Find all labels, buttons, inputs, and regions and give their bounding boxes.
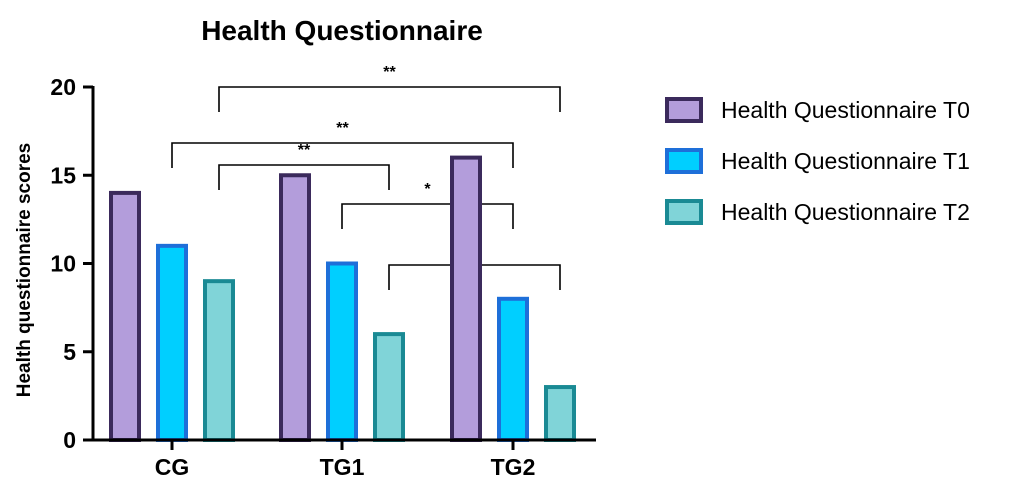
legend-label-t2: Health Questionnaire T2 xyxy=(721,199,970,225)
significance-label: ** xyxy=(298,142,311,159)
bar-tg2-t1 xyxy=(497,296,529,442)
x-tick-label-cg: CG xyxy=(155,454,190,480)
legend-swatch-t0 xyxy=(665,97,703,123)
significance-label: ** xyxy=(383,64,396,81)
significance-brackets: ********* xyxy=(171,64,561,290)
significance-bracket xyxy=(218,164,390,190)
significance-bracket xyxy=(218,86,561,112)
bar-cg-t2 xyxy=(203,279,235,442)
chart-title: Health Questionnaire xyxy=(201,15,483,46)
y-tick-label: 0 xyxy=(63,427,76,453)
bar-cg-t0 xyxy=(109,190,141,442)
y-tick-label: 20 xyxy=(50,74,76,100)
significance-label: * xyxy=(424,181,431,198)
significance-label: ** xyxy=(336,120,349,137)
bar-tg1-t2 xyxy=(373,332,405,443)
legend-swatch-t2 xyxy=(665,199,703,225)
legend-swatch-t1 xyxy=(665,148,703,174)
y-tick-label: 15 xyxy=(50,162,76,188)
bar-tg2-t0 xyxy=(450,155,482,442)
x-tick-label-tg2: TG2 xyxy=(491,454,536,480)
bars xyxy=(109,155,576,443)
significance-bracket xyxy=(171,142,514,168)
axes: 0 5 10 15 20 CG TG1 TG2 xyxy=(50,74,596,480)
y-axis-label: Health questionnaire scores xyxy=(14,143,35,397)
x-tick-label-tg1: TG1 xyxy=(320,454,365,480)
bar-tg1-t0 xyxy=(279,173,311,442)
legend-label-t1: Health Questionnaire T1 xyxy=(721,148,970,174)
bar-tg2-t2 xyxy=(544,385,576,442)
y-tick-label: 5 xyxy=(63,339,76,365)
legend-label-t0: Health Questionnaire T0 xyxy=(721,97,970,123)
y-tick-label: 10 xyxy=(50,251,76,277)
significance-bracket xyxy=(341,203,514,229)
legend: Health Questionnaire T0 Health Questionna… xyxy=(665,97,970,225)
bar-tg1-t1 xyxy=(326,261,358,442)
bar-cg-t1 xyxy=(156,243,188,442)
